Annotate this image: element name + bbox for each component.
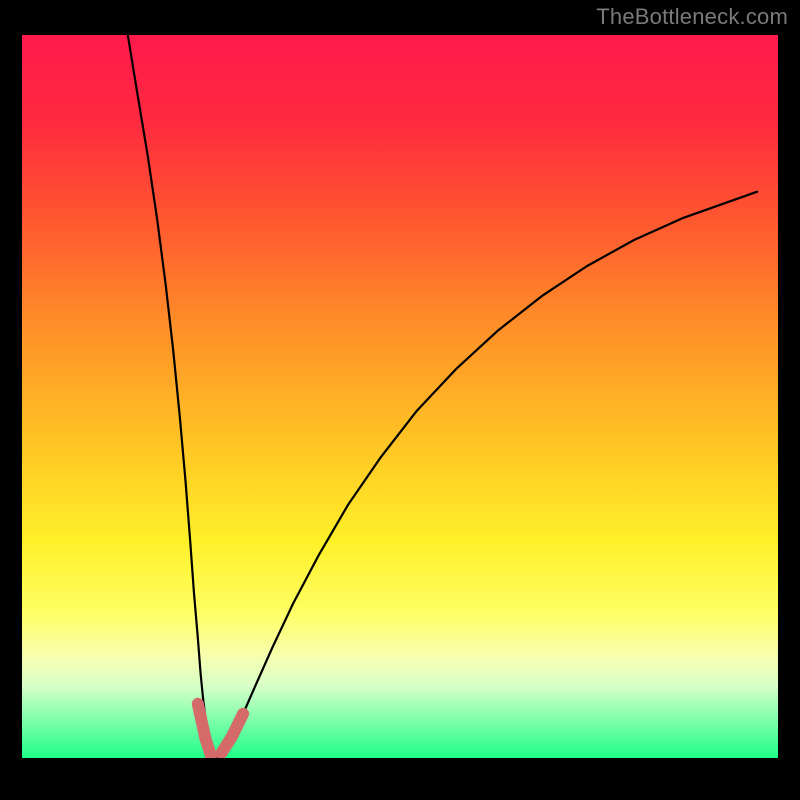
- bottleneck-curve-chart: [0, 0, 800, 800]
- highlight-segment: [205, 738, 211, 756]
- plot-background: [22, 35, 778, 758]
- chart-stage: TheBottleneck.com: [0, 0, 800, 800]
